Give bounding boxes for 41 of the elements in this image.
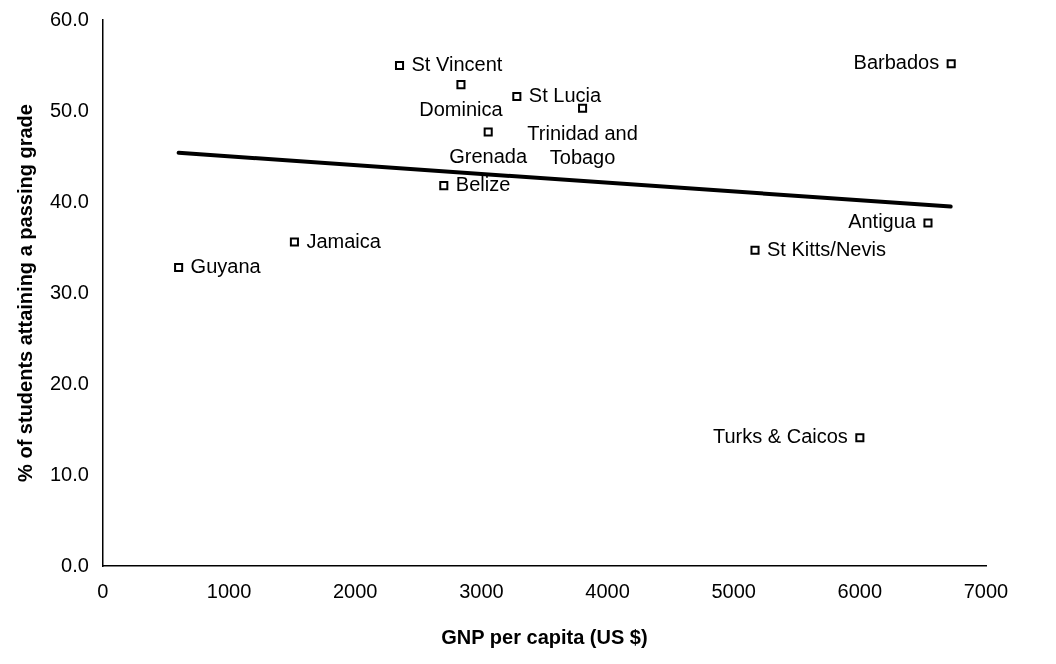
data-label: Grenada (449, 145, 528, 168)
x-tick-label: 2000 (332, 579, 378, 602)
y-tick-label: 0.0 (61, 553, 89, 576)
data-label: St Lucia (528, 83, 602, 106)
point (855, 433, 865, 443)
data-label: Guyana (190, 255, 262, 278)
data-label: Antigua (848, 210, 917, 233)
point (289, 237, 299, 247)
y-tick-label: 50.0 (49, 98, 89, 121)
x-tick-label: 6000 (837, 579, 883, 602)
point (174, 262, 184, 273)
y-tick-label: 10.0 (49, 462, 89, 485)
data-label: Trinidad and Tobago (527, 121, 638, 168)
x-tick-label: 0 (97, 579, 109, 602)
data-label: Dominica (419, 98, 504, 121)
x-tick-label: 5000 (711, 579, 756, 602)
point (456, 80, 466, 90)
y-axis-title: % of students attaining a passing grade (13, 104, 36, 482)
point (394, 60, 405, 71)
y-tick-label: 20.0 (49, 371, 89, 394)
point (483, 127, 493, 137)
x-tick-label: 1000 (206, 579, 252, 602)
data-label: Jamaica (306, 229, 382, 252)
x-axis-title: GNP per capita (US $) (441, 625, 648, 648)
point (578, 103, 588, 113)
x-tick-label: 3000 (459, 579, 504, 602)
y-tick-label: 60.0 (49, 7, 89, 30)
point (750, 245, 760, 255)
data-label: St Kitts/Nevis (767, 237, 886, 260)
x-tick-label: 7000 (963, 579, 1009, 602)
point (923, 218, 933, 228)
point (439, 181, 449, 191)
point (512, 91, 522, 101)
y-tick-label: 30.0 (49, 280, 89, 303)
data-label: Barbados (853, 51, 940, 74)
data-label: Belize (455, 173, 511, 196)
x-tick-label: 4000 (585, 579, 630, 602)
point (946, 59, 956, 69)
data-label: St Vincent (411, 53, 503, 76)
y-tick-label: 40.0 (49, 189, 89, 212)
data-label: Turks & Caicos (713, 425, 848, 448)
